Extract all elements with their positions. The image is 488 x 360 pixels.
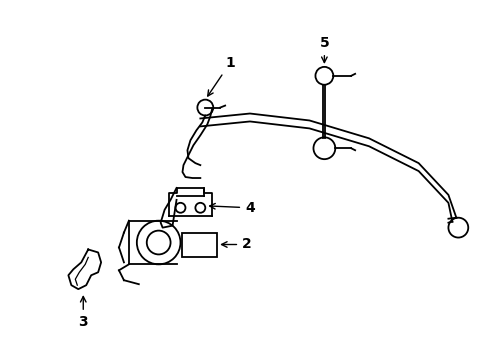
Text: 1: 1 <box>207 56 235 96</box>
Text: 3: 3 <box>78 296 88 329</box>
Text: 5: 5 <box>319 36 328 63</box>
Text: 4: 4 <box>209 201 254 215</box>
FancyBboxPatch shape <box>182 233 217 257</box>
Text: 2: 2 <box>221 238 251 252</box>
Polygon shape <box>68 249 101 289</box>
